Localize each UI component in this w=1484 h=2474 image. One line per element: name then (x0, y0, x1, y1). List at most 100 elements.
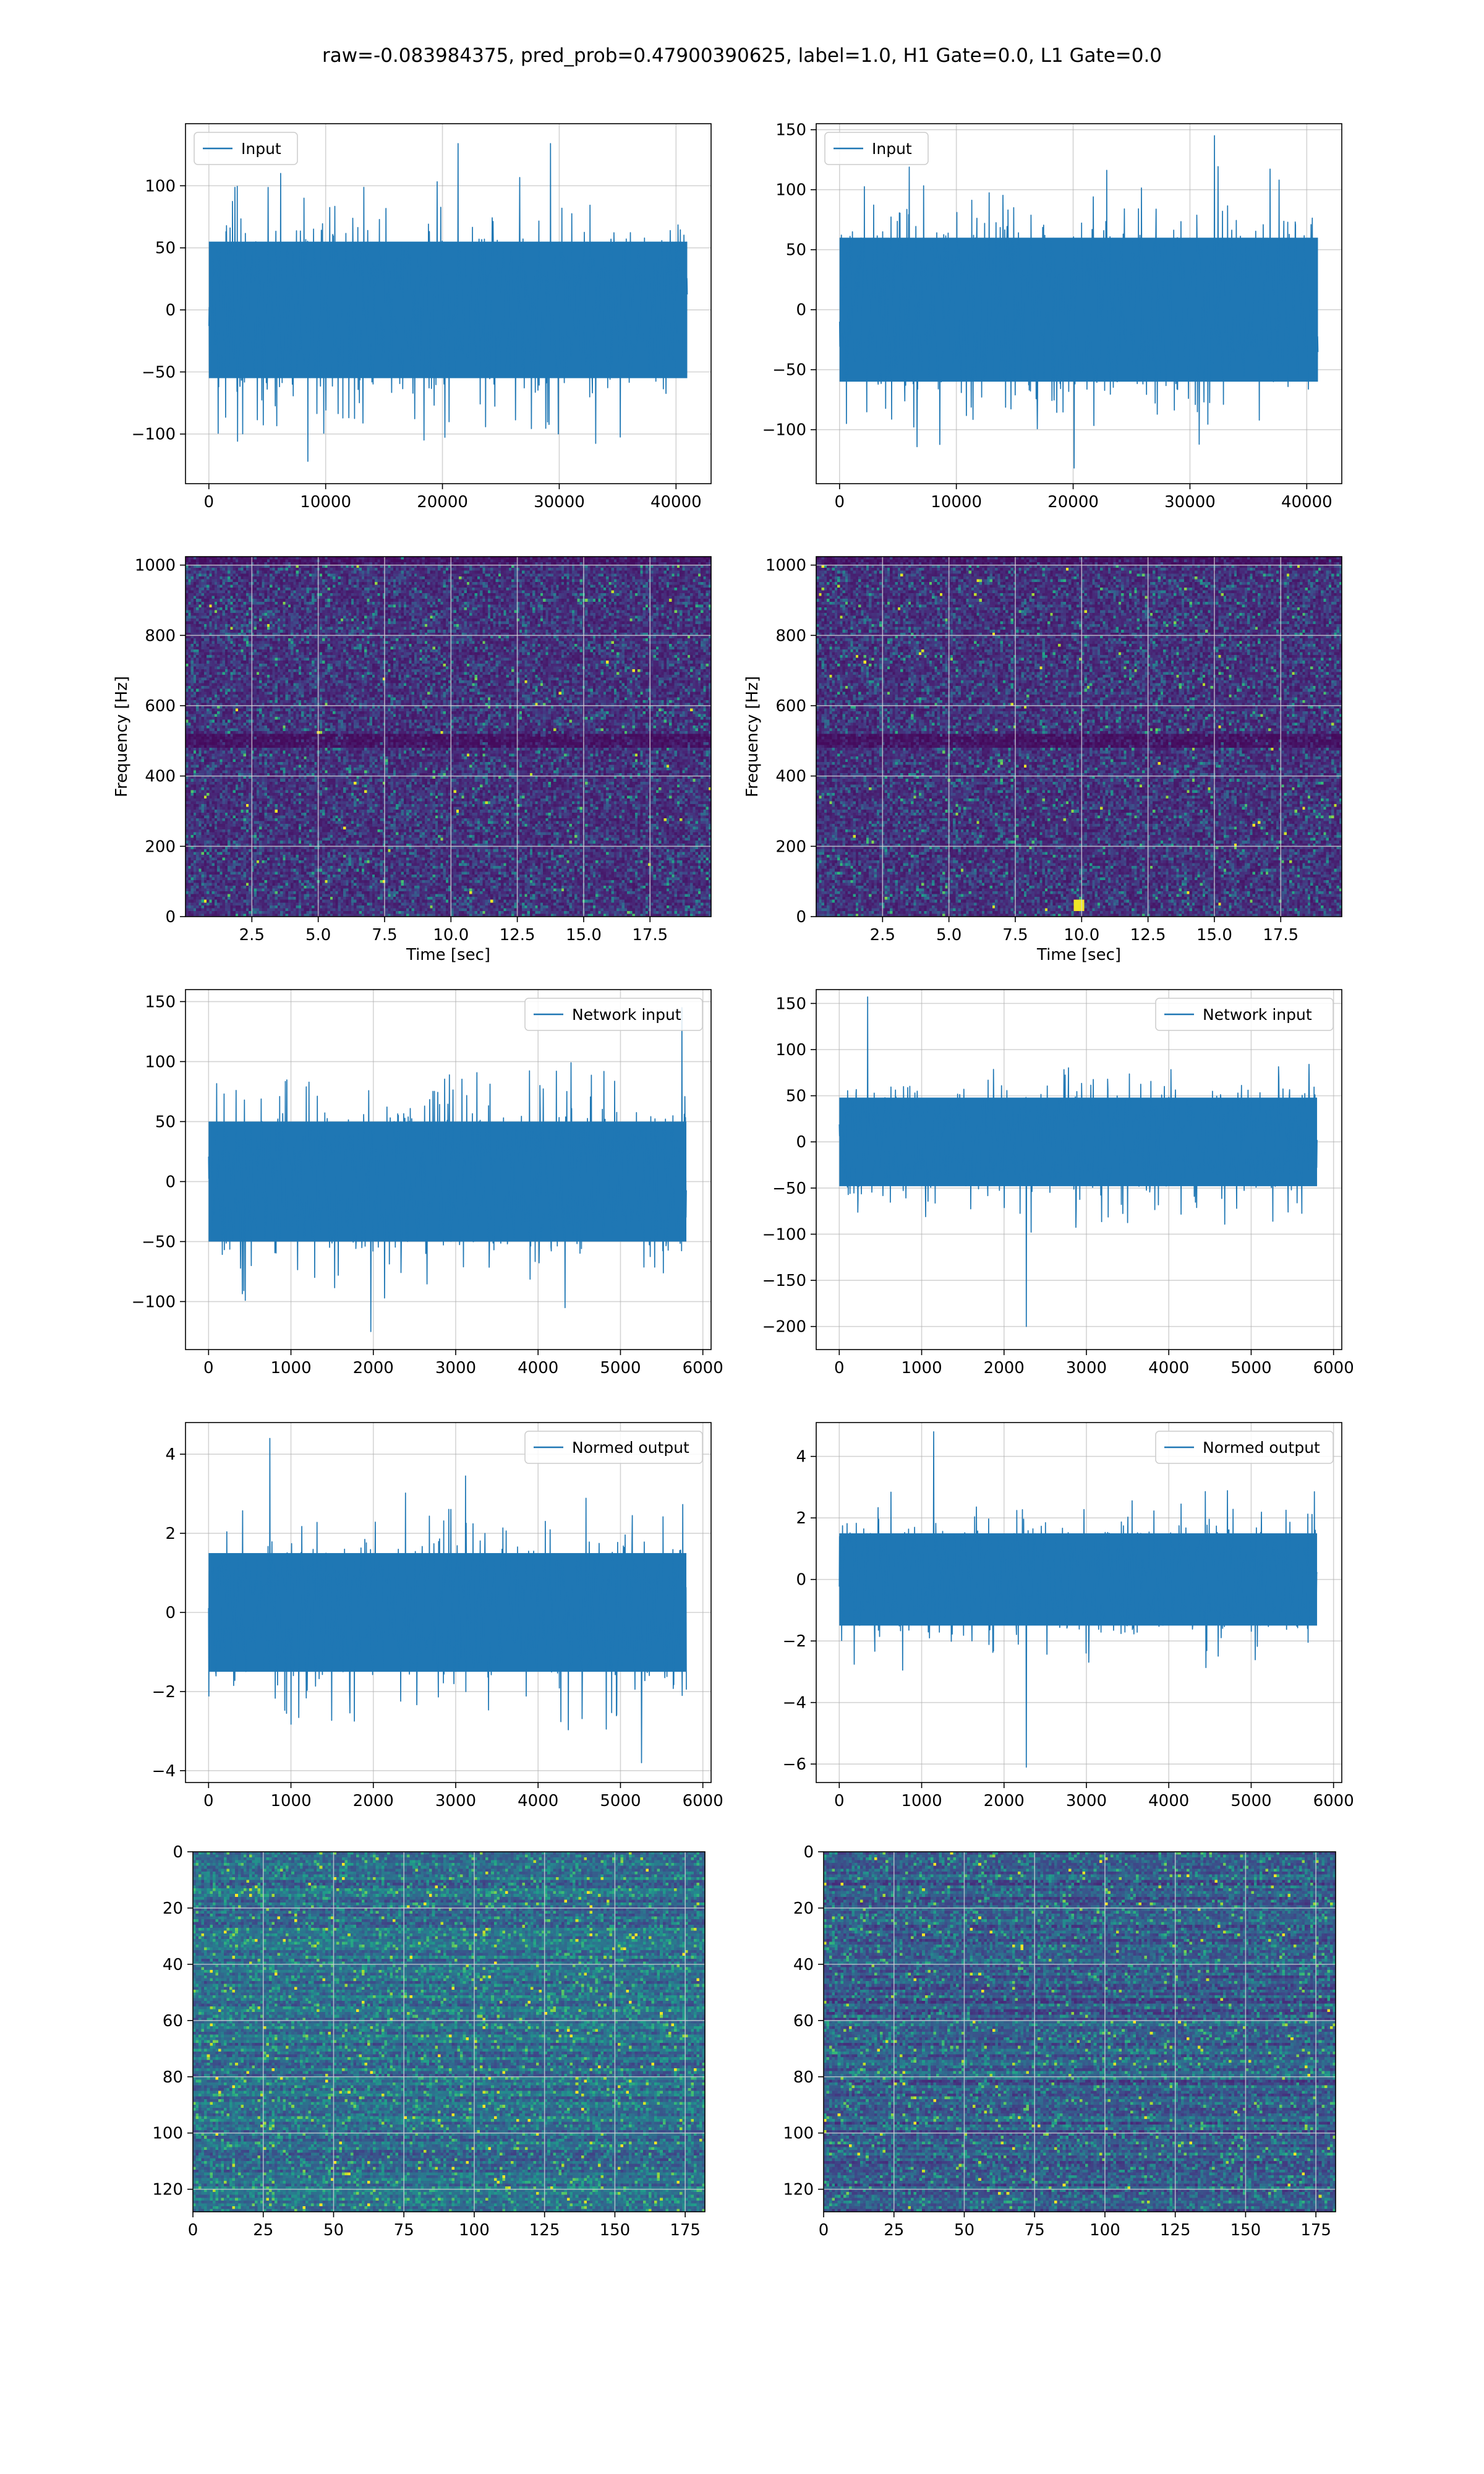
heatmap-image (193, 1852, 705, 2212)
x-tick-label: 15.0 (1196, 926, 1232, 944)
figure-suptitle: raw=-0.083984375, pred_prob=0.4790039062… (322, 45, 1162, 67)
y-tick-label: 100 (145, 177, 176, 195)
y-tick-label: 80 (793, 2068, 814, 2087)
y-tick-label: 0 (165, 301, 176, 320)
ticks: 0 1000 2000 3000 4000 5000 6000 −100 −50 0 50 100 15… (132, 993, 723, 1377)
chart-img-h1: 0 25 50 75 100 125 150 175 0 20 40 60 80 100 120 (152, 1843, 706, 2240)
x-tick-label: 0 (834, 1792, 845, 1810)
y-tick-label: 2 (796, 1509, 806, 1528)
x-tick-label: 175 (670, 2221, 701, 2240)
x-tick-label: 0 (188, 2221, 198, 2240)
x-tick-label: 100 (1090, 2221, 1120, 2240)
x-tick-label: 17.5 (632, 926, 668, 944)
axes-frame (192, 1851, 706, 2212)
x-tick-label: 2.5 (870, 926, 895, 944)
x-tick-label: 5.0 (305, 926, 331, 944)
y-tick-label: −50 (142, 1233, 176, 1251)
ticks: 0 1000 2000 3000 4000 5000 6000 −4 −2 0 2 4 (152, 1445, 723, 1810)
ticks: 0 10000 20000 30000 40000 −100 −50 0 50 100 (132, 177, 702, 511)
x-tick-label: 100 (459, 2221, 490, 2240)
chart-norm-l1: Normed output 0 1000 2000 3000 4000 5000 6000 −6… (783, 1422, 1354, 1810)
ticks: 0 25 50 75 100 125 150 175 0 20 40 60 80 100 120 (152, 1843, 701, 2240)
y-tick-label: 4 (796, 1448, 806, 1466)
x-tick-label: 175 (1300, 2221, 1331, 2240)
y-tick-label: −6 (783, 1755, 806, 1774)
x-tick-label: 6000 (1313, 1792, 1354, 1810)
y-tick-label: 100 (152, 2125, 183, 2143)
x-tick-label: 10.0 (1064, 926, 1099, 944)
x-tick-label: 5000 (600, 1359, 641, 1377)
series-line (208, 1437, 687, 1763)
axes-frame (816, 1422, 1342, 1783)
y-tick-label: 0 (165, 1173, 176, 1191)
x-tick-label: 25 (253, 2221, 273, 2240)
x-tick-label: 75 (1025, 2221, 1045, 2240)
y-tick-label: 120 (783, 2181, 814, 2199)
axes-frame (185, 123, 712, 484)
x-tick-label: 30000 (534, 493, 585, 511)
x-tick-label: 4000 (518, 1359, 558, 1377)
x-tick-label: 1000 (901, 1359, 942, 1377)
y-tick-label: −4 (152, 1762, 176, 1781)
x-tick-label: 5000 (1230, 1792, 1271, 1810)
y-tick-label: −100 (132, 1293, 176, 1311)
y-tick-label: −50 (772, 1179, 806, 1198)
axes-frame (823, 1851, 1336, 2212)
legend: Normed output (524, 1431, 703, 1464)
axes-frame (816, 123, 1342, 484)
y-tick-label: 0 (796, 1571, 806, 1590)
x-tick-label: 40000 (1281, 493, 1333, 511)
y-tick-label: 800 (775, 627, 806, 645)
x-tick-label: 50 (323, 2221, 344, 2240)
x-tick-label: 2.5 (239, 926, 265, 944)
x-axis-label: Time [sec] (1036, 946, 1121, 964)
y-tick-label: −150 (762, 1272, 806, 1290)
y-tick-label: 100 (775, 181, 806, 200)
ticks: 0 1000 2000 3000 4000 5000 6000−200−150−100−50… (762, 995, 1354, 1377)
x-tick-label: 2000 (353, 1792, 394, 1810)
y-tick-label: 40 (793, 1956, 814, 1974)
legend: Normed output (1155, 1431, 1334, 1464)
x-tick-label: 7.5 (1002, 926, 1028, 944)
y-tick-label: −200 (762, 1318, 806, 1337)
y-tick-label: −2 (152, 1683, 176, 1701)
chart-spec-l1: 2.5 5.0 7.5 10.0 12.5 15.0 17.5 0 200 400 600 800 10… (743, 556, 1342, 964)
legend-label: Input (872, 140, 912, 158)
x-tick-label: 6000 (1313, 1359, 1354, 1377)
legend: Network input (1155, 998, 1334, 1031)
x-tick-label: 17.5 (1263, 926, 1298, 944)
chart-img-l1: 0 25 50 75 100 125 150 175 0 20 40 60 80 100 120 (783, 1843, 1336, 2240)
x-tick-label: 3000 (435, 1359, 476, 1377)
y-tick-label: 50 (786, 241, 806, 260)
series-line (208, 1007, 687, 1332)
x-tick-label: 20000 (1047, 493, 1099, 511)
x-tick-label: 10000 (931, 493, 982, 511)
x-tick-label: 150 (600, 2221, 631, 2240)
heatmap-image (186, 557, 711, 917)
y-tick-label: 120 (152, 2181, 183, 2199)
axes-frame (185, 1422, 712, 1783)
y-tick-label: 0 (796, 301, 806, 320)
y-tick-label: 100 (145, 1053, 176, 1071)
x-tick-label: 0 (204, 493, 215, 511)
legend-label: Network input (572, 1006, 681, 1024)
x-tick-label: 1000 (270, 1359, 311, 1377)
y-tick-label: 50 (155, 239, 176, 258)
ticks: 2.5 5.0 7.5 10.0 12.5 15.0 17.5 0 200 400 600 800 10… (135, 557, 668, 944)
y-axis-label: Frequency [Hz] (743, 676, 762, 797)
x-tick-label: 20000 (417, 493, 468, 511)
x-tick-label: 4000 (1148, 1359, 1189, 1377)
y-tick-label: 150 (775, 995, 806, 1013)
x-tick-label: 2000 (984, 1359, 1025, 1377)
y-tick-label: 0 (803, 1843, 814, 1862)
y-tick-label: 60 (793, 2012, 814, 2031)
x-tick-label: 12.5 (500, 926, 535, 944)
x-tick-label: 3000 (1066, 1792, 1107, 1810)
x-tick-label: 4000 (518, 1792, 558, 1810)
chart-input-h1: Input 0 10000 20000 30000 40000 −100 −50 0 50 100 (132, 123, 712, 511)
x-tick-label: 10.0 (433, 926, 469, 944)
series-line (208, 143, 688, 462)
x-tick-label: 4000 (1148, 1792, 1189, 1810)
x-tick-label: 0 (203, 1359, 214, 1377)
x-tick-label: 12.5 (1130, 926, 1166, 944)
